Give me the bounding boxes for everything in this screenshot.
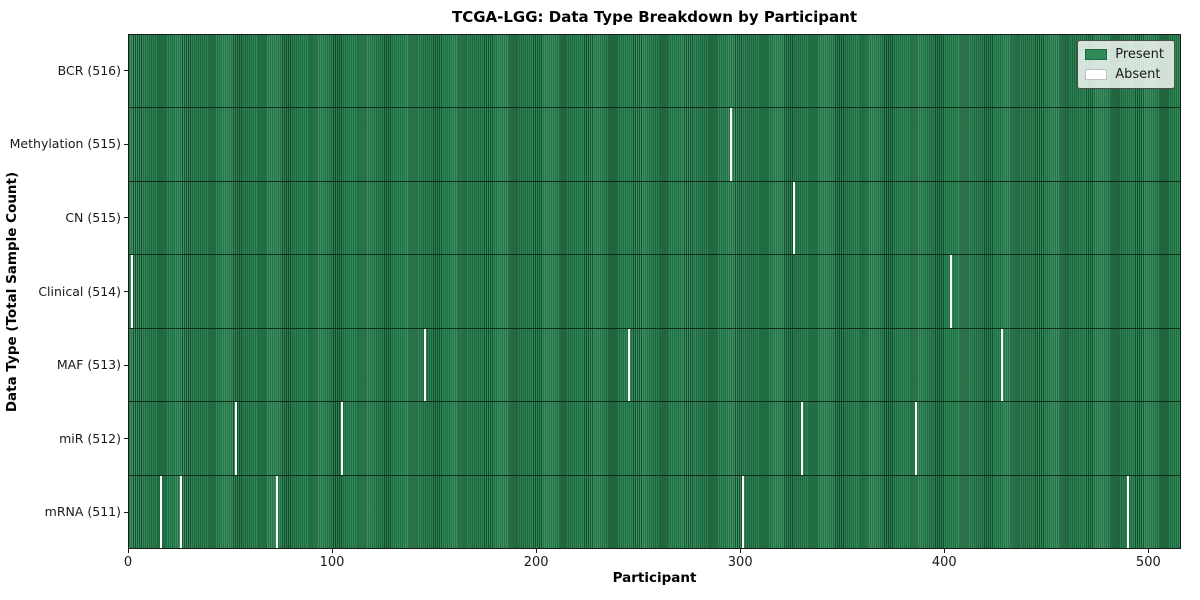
y-tick-mark [124, 70, 128, 72]
absent-gap [949, 255, 952, 328]
x-tick-label: 200 [523, 555, 549, 570]
y-tick-mark [124, 364, 128, 366]
x-tick-mark [536, 549, 538, 553]
x-axis-label: Participant [612, 570, 697, 586]
x-tick-label: 300 [727, 555, 753, 570]
x-tick-label: 0 [123, 555, 133, 570]
plot-area: Present Absent [128, 34, 1181, 549]
heatmap-row-miR [129, 402, 1180, 476]
legend-item-present: Present [1085, 47, 1164, 62]
absent-gap [424, 328, 427, 402]
y-tick-label: mRNA (511) [44, 504, 121, 520]
x-tick-mark [128, 549, 129, 553]
absent-gap [729, 108, 732, 181]
absent-gap [131, 255, 134, 328]
legend-label: Present [1115, 47, 1164, 62]
y-tick-mark [124, 291, 128, 292]
y-tick-mark [124, 143, 128, 145]
absent-gap [628, 328, 631, 402]
heatmap-row-Clinical [129, 255, 1180, 329]
x-tick-label: 100 [319, 555, 345, 570]
absent-gap [915, 402, 918, 475]
y-tick-label: Methylation (515) [9, 136, 121, 152]
y-tick-label: Clinical (514) [38, 283, 121, 299]
legend-label: Absent [1115, 67, 1161, 82]
absent-gap [159, 475, 162, 548]
absent-gap [1000, 328, 1003, 402]
absent-gap [801, 402, 804, 475]
y-tick-mark [124, 438, 128, 440]
x-tick-mark [944, 549, 946, 553]
heatmap-rows [129, 35, 1180, 548]
heatmap-row-mRNA [129, 475, 1180, 548]
y-tick-mark [124, 511, 128, 513]
x-tick-mark [1148, 549, 1150, 553]
x-tick-label: 400 [931, 555, 957, 570]
absent-gap [179, 475, 182, 548]
y-tick-label: miR (512) [59, 430, 121, 446]
absent-gap [275, 475, 278, 548]
y-tick-label: CN (515) [65, 209, 121, 225]
legend: Present Absent [1077, 40, 1175, 89]
absent-gap [793, 181, 795, 255]
x-tick-mark [740, 549, 742, 553]
absent-gap [234, 402, 237, 475]
heatmap-row-Methylation [129, 108, 1180, 182]
x-tick-label: 500 [1135, 555, 1161, 570]
heatmap-row-CN [129, 181, 1180, 256]
legend-swatch-present [1085, 49, 1108, 60]
y-axis-label: Data Type (Total Sample Count) [4, 171, 20, 413]
legend-item-absent: Absent [1085, 67, 1164, 82]
x-tick-mark [332, 549, 334, 553]
chart-title: TCGA-LGG: Data Type Breakdown by Partici… [451, 8, 858, 26]
y-tick-mark [124, 217, 128, 219]
y-tick-label: MAF (513) [56, 357, 121, 373]
heatmap-row-BCR [129, 35, 1180, 109]
absent-gap [742, 475, 745, 548]
y-tick-label: BCR (516) [57, 62, 121, 78]
absent-gap [340, 402, 343, 475]
heatmap-row-MAF [129, 328, 1180, 403]
absent-gap [1127, 475, 1130, 548]
legend-swatch-absent [1085, 69, 1108, 80]
